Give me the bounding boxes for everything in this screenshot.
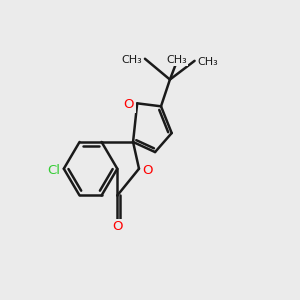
Text: O: O (124, 98, 134, 111)
Text: CH₃: CH₃ (167, 55, 187, 65)
Text: CH₃: CH₃ (121, 55, 142, 65)
Text: CH₃: CH₃ (198, 57, 218, 67)
Text: O: O (112, 220, 123, 233)
Text: O: O (142, 164, 153, 177)
Text: Cl: Cl (47, 164, 60, 177)
